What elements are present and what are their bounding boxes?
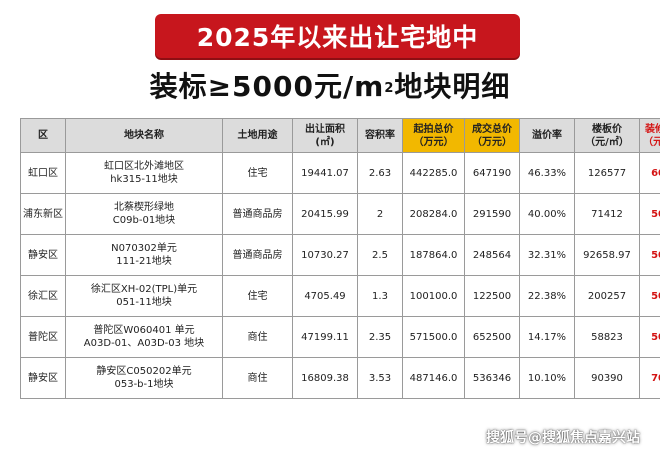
- cell-district: 浦东新区: [20, 193, 66, 235]
- cell-district: 静安区: [20, 234, 66, 276]
- header-floor-price: 楼板价 （元/㎡）: [574, 118, 640, 153]
- cell-deal-price: 647190: [464, 152, 520, 194]
- cell-deal-price: 248564: [464, 234, 520, 276]
- cell-land-use: 住宅: [222, 152, 293, 194]
- cell-premium: 46.33%: [519, 152, 575, 194]
- cell-floor-price: 58823: [574, 316, 640, 358]
- header-land-use: 土地用途: [222, 118, 293, 153]
- cell-start-price: 571500.0: [402, 316, 465, 358]
- cell-deal-price: 122500: [464, 275, 520, 317]
- header-decoration: 装修标准（元/㎡）: [639, 118, 660, 153]
- cell-decoration: 5000: [639, 193, 660, 235]
- cell-start-price: 487146.0: [402, 357, 465, 399]
- cell-plot-name: 静安区C050202单元 053-b-1地块: [65, 357, 223, 399]
- cell-start-price: 442285.0: [402, 152, 465, 194]
- table-row: 普陀区 普陀区W060401 单元 A03D-01、A03D-03 地块 商住 4…: [20, 316, 660, 358]
- cell-land-use: 普通商品房: [222, 234, 293, 276]
- cell-floor-price: 200257: [574, 275, 640, 317]
- cell-land-use: 住宅: [222, 275, 293, 317]
- cell-deal-price: 536346: [464, 357, 520, 399]
- cell-far: 2.63: [357, 152, 403, 194]
- cell-start-price: 208284.0: [402, 193, 465, 235]
- cell-premium: 22.38%: [519, 275, 575, 317]
- cell-area: 4705.49: [292, 275, 358, 317]
- table-row: 静安区 静安区C050202单元 053-b-1地块 商住 16809.38 3.…: [20, 357, 660, 399]
- subtitle-suffix: 地块明细: [394, 70, 511, 103]
- cell-plot-name: 北蔡楔形绿地 C09b-01地块: [65, 193, 223, 235]
- table-row: 静安区 N070302单元 111-21地块 普通商品房 10730.27 2.5…: [20, 234, 660, 276]
- cell-area: 19441.07: [292, 152, 358, 194]
- cell-premium: 32.31%: [519, 234, 575, 276]
- cell-deal-price: 291590: [464, 193, 520, 235]
- cell-land-use: 商住: [222, 316, 293, 358]
- cell-land-use: 普通商品房: [222, 193, 293, 235]
- cell-decoration: 5000: [639, 275, 660, 317]
- subtitle-prefix: 装标≥5000元/m: [149, 70, 385, 103]
- cell-floor-price: 126577: [574, 152, 640, 194]
- header-district: 区: [20, 118, 66, 153]
- cell-land-use: 商住: [222, 357, 293, 399]
- cell-floor-price: 90390: [574, 357, 640, 399]
- cell-decoration: 5000: [639, 316, 660, 358]
- table-row: 徐汇区 徐汇区XH-02(TPL)单元 051-11地块 住宅 4705.49 1…: [20, 275, 660, 317]
- cell-plot-name: 普陀区W060401 单元 A03D-01、A03D-03 地块: [65, 316, 223, 358]
- cell-premium: 10.10%: [519, 357, 575, 399]
- cell-far: 3.53: [357, 357, 403, 399]
- cell-district: 虹口区: [20, 152, 66, 194]
- header-start-price: 起拍总价 （万元）: [402, 118, 465, 153]
- cell-premium: 14.17%: [519, 316, 575, 358]
- cell-district: 普陀区: [20, 316, 66, 358]
- cell-plot-name: N070302单元 111-21地块: [65, 234, 223, 276]
- header-deal-price: 成交总价 （万元）: [464, 118, 520, 153]
- cell-start-price: 100100.0: [402, 275, 465, 317]
- page-subtitle: 装标≥5000元/m2地块明细: [0, 66, 660, 108]
- cell-deal-price: 652500: [464, 316, 520, 358]
- cell-far: 2.5: [357, 234, 403, 276]
- land-table-wrapper: 区 地块名称 土地用途 出让面积 (㎡) 容积率 起拍总价 （万元） 成交总价 （万元…: [20, 118, 660, 399]
- cell-far: 2: [357, 193, 403, 235]
- cell-premium: 40.00%: [519, 193, 575, 235]
- cell-area: 20415.99: [292, 193, 358, 235]
- table-row: 浦东新区 北蔡楔形绿地 C09b-01地块 普通商品房 20415.99 2 20…: [20, 193, 660, 235]
- subtitle-sup: 2: [384, 81, 395, 96]
- watermark: 搜狐号@搜狐焦点嘉兴站: [486, 430, 640, 446]
- cell-start-price: 187864.0: [402, 234, 465, 276]
- header-plot-name: 地块名称: [65, 118, 223, 153]
- cell-area: 16809.38: [292, 357, 358, 399]
- cell-area: 47199.11: [292, 316, 358, 358]
- cell-far: 1.3: [357, 275, 403, 317]
- cell-area: 10730.27: [292, 234, 358, 276]
- cell-plot-name: 虹口区北外滩地区 hk315-11地块: [65, 152, 223, 194]
- cell-decoration: 5000: [639, 234, 660, 276]
- banner-title: 2025年以来出让宅地中: [155, 14, 520, 58]
- land-table: 区 地块名称 土地用途 出让面积 (㎡) 容积率 起拍总价 （万元） 成交总价 （万元…: [20, 118, 660, 399]
- cell-far: 2.35: [357, 316, 403, 358]
- cell-plot-name: 徐汇区XH-02(TPL)单元 051-11地块: [65, 275, 223, 317]
- cell-decoration: 6000: [639, 152, 660, 194]
- header-far: 容积率: [357, 118, 403, 153]
- cell-floor-price: 92658.97: [574, 234, 640, 276]
- header-area: 出让面积 (㎡): [292, 118, 358, 153]
- table-row: 虹口区 虹口区北外滩地区 hk315-11地块 住宅 19441.07 2.63 …: [20, 152, 660, 194]
- header-premium: 溢价率: [519, 118, 575, 153]
- cell-decoration: 7000: [639, 357, 660, 399]
- cell-district: 徐汇区: [20, 275, 66, 317]
- cell-floor-price: 71412: [574, 193, 640, 235]
- cell-district: 静安区: [20, 357, 66, 399]
- table-header-row: 区 地块名称 土地用途 出让面积 (㎡) 容积率 起拍总价 （万元） 成交总价 （万元…: [20, 118, 660, 153]
